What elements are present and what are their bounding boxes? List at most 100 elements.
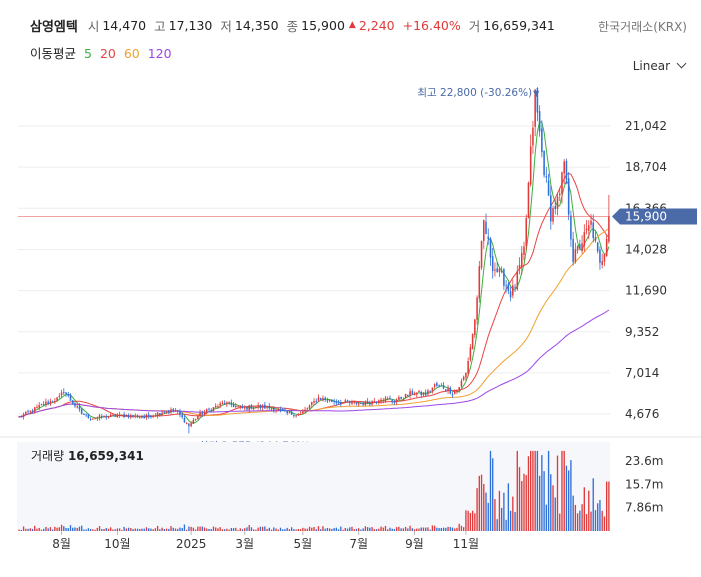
volume-bar: [172, 527, 174, 531]
price-tick-label: 9,352: [625, 325, 659, 339]
price-tick-label: 21,042: [625, 119, 667, 133]
candle-body: [440, 385, 443, 387]
volume-bar: [326, 527, 329, 531]
candle-body: [45, 401, 47, 406]
candle-body: [87, 414, 90, 419]
volume-bar: [541, 455, 543, 531]
candle-body: [442, 385, 445, 389]
volume-bar: [80, 525, 83, 531]
candle-body: [449, 387, 452, 394]
candle-body: [259, 404, 262, 408]
volume-bar: [165, 528, 168, 531]
volume-bar: [489, 450, 492, 531]
candle-body: [340, 402, 342, 404]
candle-body: [83, 413, 85, 416]
volume-bar: [206, 528, 208, 531]
volume-bar: [516, 450, 518, 531]
volume-bar: [500, 507, 503, 531]
candle-body: [375, 401, 378, 403]
volume-bar: [246, 527, 248, 531]
ma-title: 이동평균: [30, 46, 77, 61]
candle-body: [529, 146, 532, 185]
candle-body: [395, 400, 398, 403]
candle-body: [496, 268, 498, 273]
candle-body: [293, 415, 295, 417]
volume-bar: [223, 529, 226, 531]
candle-body: [261, 405, 264, 408]
volume-bar: [505, 519, 507, 531]
volume-bar: [92, 529, 94, 531]
volume-bar: [98, 526, 101, 531]
volume-bar: [72, 527, 74, 531]
volume-bar: [565, 465, 568, 531]
volume-bar: [257, 527, 259, 531]
candle-body: [281, 409, 284, 411]
volume-bar: [492, 458, 494, 531]
volume-bar: [550, 474, 552, 531]
candle-body: [123, 414, 125, 418]
candle-body: [592, 222, 595, 239]
candle-body: [328, 399, 331, 401]
candle-body: [76, 406, 78, 408]
candle-body: [22, 414, 25, 418]
current-price-label: 15,900: [625, 209, 667, 223]
candle-body: [103, 415, 105, 418]
candle-body: [36, 406, 38, 408]
candle-body: [306, 408, 309, 410]
volume-bar: [478, 475, 480, 531]
volume-bar: [523, 473, 525, 531]
volume-bar: [597, 503, 599, 531]
volume-bar: [85, 529, 87, 531]
candle-body: [467, 361, 469, 374]
candle-body: [353, 401, 355, 403]
volume-bar: [45, 526, 47, 531]
volume-bar: [130, 527, 132, 531]
candle-body: [538, 111, 541, 132]
current-price-tag: [612, 208, 697, 225]
volume-bar: [299, 529, 302, 531]
candle-body: [273, 408, 275, 411]
candle-body: [407, 394, 409, 396]
candle-body: [447, 388, 449, 391]
candle-body: [476, 297, 478, 320]
time-tick-label: 9월: [405, 537, 424, 551]
candle-body: [80, 408, 83, 414]
scale-dropdown[interactable]: Linear: [633, 58, 687, 73]
volume-bar: [34, 525, 36, 531]
candle-body: [56, 397, 58, 402]
ma-60-label: 60: [123, 46, 140, 61]
volume-bar: [237, 530, 239, 531]
high-annotation: 최고 22,800 (-30.26%): [417, 87, 532, 99]
volume-bar: [503, 492, 505, 531]
candle-body: [33, 407, 36, 412]
volume-bar: [199, 526, 201, 531]
volume-bar: [454, 528, 456, 531]
volume-bar: [545, 504, 548, 531]
candle-body: [235, 406, 237, 408]
candle-body: [489, 239, 492, 258]
candle-body: [297, 414, 300, 416]
candle-body: [344, 400, 347, 403]
volume-bar: [47, 528, 49, 531]
volume-bar: [295, 529, 297, 531]
volume-bar: [177, 528, 179, 531]
volume-bar: [156, 525, 159, 531]
volume-bar: [429, 529, 431, 531]
candle-body: [192, 420, 195, 425]
candle-body: [214, 405, 217, 408]
volume-bar: [360, 529, 362, 531]
volume-panel: 거래량 16,659,341 23.6m 15.7m 7.86m: [17, 442, 663, 531]
price-tick-label: 4,676: [625, 407, 659, 421]
volume-bar: [170, 526, 172, 531]
volume-bar: [521, 481, 523, 531]
candle-body: [554, 206, 557, 210]
volume-bar: [219, 527, 221, 531]
volume-bar: [152, 529, 154, 531]
candle-body: [116, 415, 119, 418]
volume-bar: [154, 528, 157, 531]
volume-bar: [335, 527, 338, 531]
candle-body: [507, 284, 510, 291]
volume-bar: [230, 528, 233, 531]
candle-body: [174, 409, 177, 412]
